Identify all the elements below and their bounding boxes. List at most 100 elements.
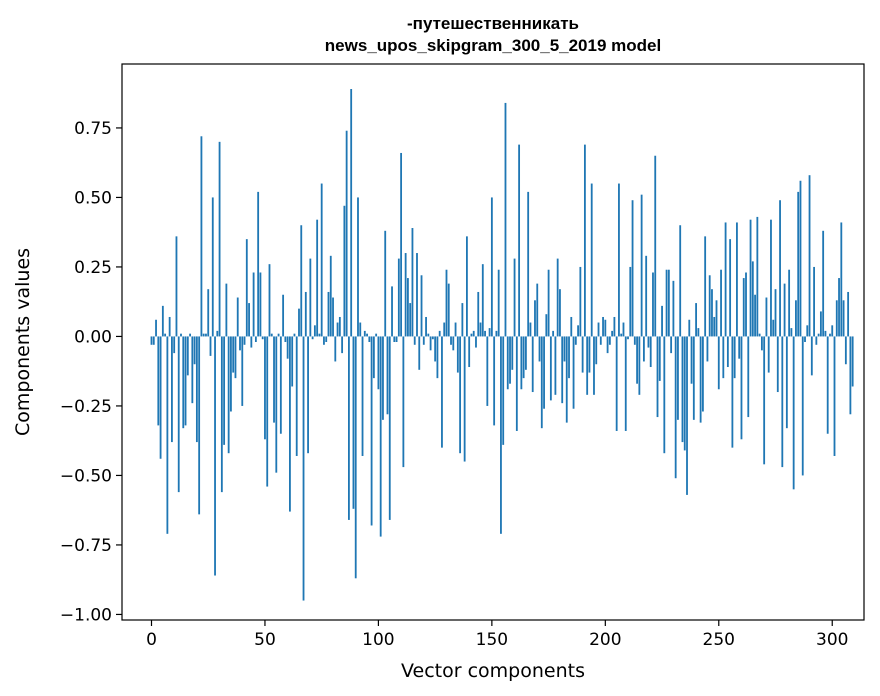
bar-21	[198, 336, 201, 515]
bar-254	[726, 336, 729, 368]
bar-116	[413, 336, 416, 345]
bar-179	[556, 258, 559, 337]
bar-104	[386, 336, 389, 415]
bar-34	[227, 336, 230, 454]
bar-119	[420, 275, 423, 337]
bar-165	[524, 336, 527, 370]
bar-221	[652, 272, 654, 337]
bar-145	[479, 322, 482, 337]
bar-80	[332, 297, 334, 337]
bar-63	[293, 333, 296, 337]
bar-20	[195, 336, 198, 443]
x-axis-ticks: 0 50 100 150 200 250 300	[146, 620, 848, 650]
bar-158	[509, 336, 511, 384]
bar-155	[502, 336, 505, 445]
bar-244	[704, 236, 707, 337]
bar-64	[295, 336, 298, 456]
bar-196	[595, 336, 598, 365]
bar-287	[801, 336, 804, 476]
bar-309	[851, 336, 854, 387]
bar-141	[470, 333, 473, 337]
bar-229	[670, 336, 673, 354]
bar-52	[268, 264, 271, 337]
bar-138	[463, 336, 466, 462]
bar-125	[434, 336, 437, 362]
bar-75	[320, 183, 323, 337]
bar-238	[690, 336, 693, 384]
bar-183	[565, 336, 568, 423]
x-tick-label: 300	[816, 630, 848, 650]
bar-22	[200, 136, 203, 337]
bar-263	[747, 336, 750, 418]
bar-278	[781, 336, 784, 468]
bar-177	[552, 330, 555, 337]
bar-184	[568, 336, 570, 379]
y-axis-label: Components values	[12, 248, 34, 436]
bar-269	[760, 336, 763, 351]
bar-201	[606, 336, 609, 354]
bar-49	[261, 336, 264, 340]
bar-227	[665, 269, 668, 337]
bar-302	[835, 300, 838, 337]
bar-68	[304, 291, 307, 337]
bar-213	[633, 336, 636, 345]
bar-308	[849, 336, 852, 415]
bar-202	[608, 336, 611, 345]
bar-154	[500, 336, 502, 534]
bar-295	[819, 311, 822, 337]
bar-240	[695, 303, 697, 337]
bar-159	[511, 336, 514, 370]
bar-108	[395, 336, 398, 342]
bar-40	[241, 336, 244, 406]
y-tick-label: −0.50	[60, 466, 112, 486]
bar-33	[225, 283, 228, 337]
bar-296	[822, 230, 825, 337]
bar-303	[838, 278, 840, 337]
bar-1	[152, 336, 155, 345]
y-axis-ticks: −1.00 −0.75 −0.50 −0.25 0.00 0.25 0.50 0.75	[60, 119, 122, 625]
bar-113	[407, 278, 409, 337]
bar-146	[481, 264, 484, 337]
bar-180	[559, 289, 561, 337]
bar-239	[692, 336, 695, 420]
bar-57	[279, 336, 282, 434]
bar-103	[384, 230, 387, 337]
bar-55	[275, 336, 278, 473]
bar-147	[484, 330, 486, 337]
bar-247	[711, 289, 713, 337]
bar-76	[323, 336, 325, 345]
bar-279	[783, 283, 786, 337]
bar-53	[270, 333, 273, 337]
chart-title-line-2: news_upos_skipgram_300_5_2019 model	[325, 36, 661, 55]
bar-172	[540, 336, 543, 429]
bar-288	[804, 336, 806, 342]
bar-265	[751, 261, 754, 337]
bar-82	[336, 322, 339, 337]
bar-144	[477, 291, 480, 337]
bar-268	[758, 333, 761, 337]
bar-94	[363, 330, 366, 337]
bar-2	[155, 319, 157, 337]
bar-289	[806, 325, 809, 337]
bar-290	[808, 175, 811, 337]
bar-0	[150, 336, 153, 345]
bar-193	[588, 336, 591, 373]
bar-301	[833, 336, 836, 456]
bar-46	[254, 336, 257, 342]
bar-160	[513, 258, 516, 337]
bar-249	[715, 300, 718, 337]
chart-title-line-1: -путешественникать	[407, 14, 579, 33]
bar-70	[309, 258, 312, 337]
bar-246	[708, 275, 711, 337]
bar-167	[529, 322, 532, 337]
bar-284	[795, 300, 797, 337]
bar-132	[450, 336, 452, 345]
bar-74	[318, 333, 321, 337]
bar-259	[738, 336, 741, 359]
bar-11	[175, 236, 178, 337]
bar-236	[686, 336, 688, 495]
bar-222	[654, 155, 657, 337]
bar-237	[688, 319, 691, 337]
bar-228	[667, 269, 670, 337]
bar-12	[177, 336, 180, 493]
